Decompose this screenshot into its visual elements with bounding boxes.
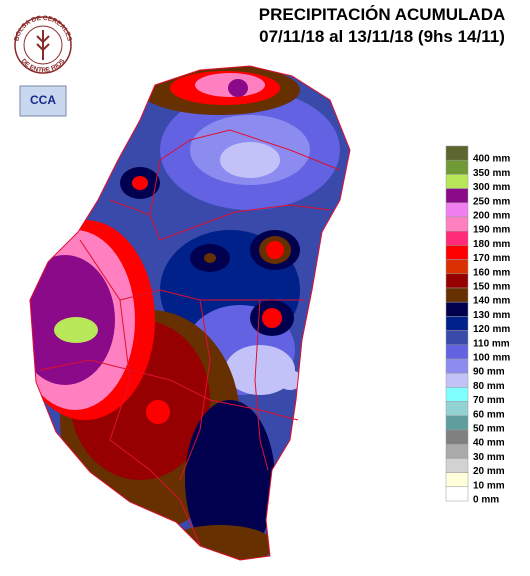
legend-label: 40 mm	[473, 438, 505, 449]
title: PRECIPITACIÓN ACUMULADA	[259, 5, 506, 24]
logo-text: CCA	[30, 93, 56, 107]
legend-label: 50 mm	[473, 424, 505, 435]
legend-swatch	[445, 458, 469, 473]
subtitle: 07/11/18 al 13/11/18 (9hs 14/11)	[259, 27, 505, 46]
legend-label: 150 mm	[473, 282, 510, 293]
legend-label: 20 mm	[473, 466, 505, 477]
legend-swatch	[445, 230, 469, 246]
legend-swatch	[445, 358, 469, 374]
legend-label: 130 mm	[473, 310, 510, 321]
legend-swatch	[445, 486, 469, 502]
legend-swatch	[445, 245, 469, 260]
legend-label: 300 mm	[473, 182, 510, 193]
legend-label: 100 mm	[473, 353, 510, 364]
legend-label: 60 mm	[473, 409, 505, 420]
legend-swatch	[445, 429, 469, 445]
legend-swatch	[445, 145, 469, 161]
legend-swatch	[445, 316, 469, 331]
legend-swatch	[445, 415, 469, 431]
legend: 400 mm 350 mm 300 mm 250 mm 200 mm 190 mm 180 …	[445, 145, 510, 506]
district-borders	[29, 65, 351, 561]
legend-label: 140 mm	[473, 296, 510, 307]
legend-swatch	[445, 387, 469, 402]
legend-swatch	[445, 401, 469, 417]
legend-swatch	[445, 344, 469, 360]
legend-swatch	[445, 216, 469, 232]
legend-label: 170 mm	[473, 253, 510, 264]
legend-swatch	[445, 174, 469, 189]
legend-swatch	[445, 273, 469, 289]
legend-swatch	[445, 159, 469, 175]
legend-swatch	[445, 259, 469, 275]
legend-swatch	[445, 443, 469, 459]
legend-swatch	[445, 330, 469, 346]
legend-label: 0 mm	[473, 495, 499, 506]
legend-label: 180 mm	[473, 239, 510, 250]
legend-swatch	[445, 472, 469, 488]
bolsa-logo: BOLSA DE CEREALES DE ENTRE RIOS	[13, 15, 73, 74]
legend-swatch	[445, 372, 469, 388]
legend-label: 200 mm	[473, 211, 510, 222]
legend-label: 80 mm	[473, 381, 505, 392]
cca-logo: CCA	[19, 85, 67, 117]
legend-label: 90 mm	[473, 367, 505, 378]
legend-label: 400 mm	[473, 154, 510, 165]
legend-label: 160 mm	[473, 267, 510, 278]
legend-label: 250 mm	[473, 196, 510, 207]
legend-label: 10 mm	[473, 480, 505, 491]
legend-label: 120 mm	[473, 324, 510, 335]
legend-label: 190 mm	[473, 225, 510, 236]
legend-swatch	[445, 202, 469, 218]
legend-label: 350 mm	[473, 168, 510, 179]
legend-label: 30 mm	[473, 452, 505, 463]
legend-swatch	[445, 301, 469, 317]
precipitation-map	[30, 66, 350, 560]
legend-label: 110 mm	[473, 338, 510, 349]
legend-label: 70 mm	[473, 395, 505, 406]
legend-swatch	[445, 287, 469, 303]
legend-swatch	[445, 188, 469, 204]
